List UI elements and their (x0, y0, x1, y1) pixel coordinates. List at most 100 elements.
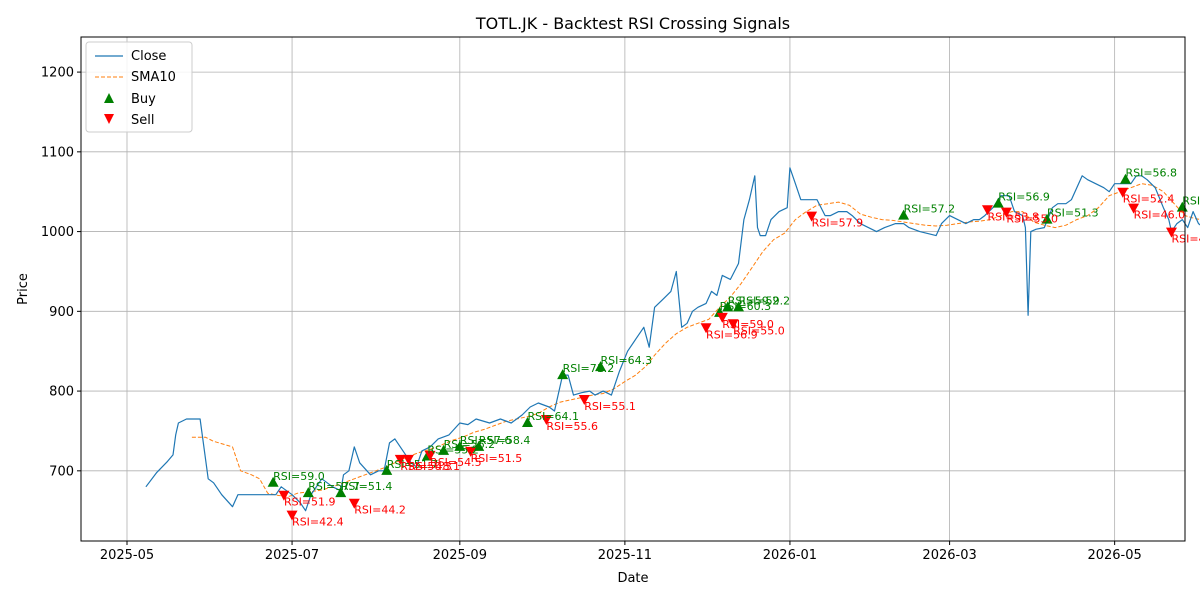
sell-annotation: RSI=51.5 (471, 452, 523, 465)
sell-annotation: RSI=44.2 (354, 504, 406, 517)
y-tick-label: 1100 (41, 145, 74, 160)
sell-annotation: RSI=51.9 (284, 496, 336, 509)
buy-annotation: RSI=59.0 (273, 470, 325, 483)
legend-box (85, 41, 193, 133)
buy-marker (381, 464, 393, 475)
buy-annotation: RSI=51.3 (1047, 207, 1099, 220)
y-tick-label: 900 (49, 305, 74, 320)
buy-annotation: RSI=57.2 (904, 203, 956, 216)
close-series (145, 167, 1200, 512)
x-tick-label: 2026-05 (1087, 548, 1141, 563)
buy-annotation: RSI=51.4 (341, 480, 393, 493)
x-tick-label: 2026-03 (922, 548, 976, 563)
sell-annotation: RSI=56.9 (706, 328, 758, 341)
buy-marker (992, 197, 1004, 208)
sell-annotation: RSI=42.4 (292, 516, 344, 529)
sell-marker (394, 454, 406, 465)
sell-marker (1117, 187, 1129, 198)
buy-marker (473, 440, 485, 451)
sell-marker (578, 395, 590, 406)
buy-annotation: RSI=57.7 (308, 480, 360, 493)
buy-annotation: RSI=55.2 (427, 443, 479, 456)
sell-annotation: RSI=46.0 (1134, 209, 1186, 222)
buy-marker (335, 487, 347, 498)
sell-marker (278, 490, 290, 501)
sell-annotation: RSI=55.0 (1006, 213, 1058, 226)
sell-marker (348, 498, 360, 509)
legend-sma10-label: SMA10 (131, 70, 176, 85)
sell-marker (716, 312, 728, 323)
close-line (145, 167, 1200, 512)
sell-annotation: RSI=53.8 (987, 210, 1039, 223)
sell-annotation: RSI=59.0 (722, 318, 774, 331)
legend-buy-swatch (104, 93, 114, 103)
x-axis-ticks: 2025-05 2025-07 2025-09 2025-11 2026-01 2026-… (100, 541, 1142, 563)
sell-marker (1000, 207, 1012, 218)
buy-marker (521, 416, 533, 427)
signal-markers (267, 173, 1188, 521)
x-axis-label: Date (617, 571, 648, 586)
sell-annotation: RSI=50.3 (400, 460, 452, 473)
sell-marker (286, 510, 298, 521)
buy-marker (438, 444, 450, 455)
buy-marker (722, 301, 734, 312)
sma10-line (191, 183, 1200, 497)
legend: Close SMA10 Buy Sell (85, 41, 193, 133)
buy-annotation: RSI=64.3 (601, 354, 653, 367)
sell-marker (465, 446, 477, 457)
legend-sell-label: Sell (131, 113, 154, 128)
plot-frame (80, 36, 1186, 542)
sell-marker (700, 323, 712, 334)
sell-marker (1165, 227, 1177, 238)
y-axis-label: Price (16, 273, 31, 305)
sell-annotation: RSI=54.5 (430, 456, 482, 469)
x-tick-label: 2025-11 (598, 548, 652, 563)
y-tick-label: 1200 (41, 66, 74, 81)
buy-marker (557, 369, 569, 380)
buy-annotation: RSI=60.3 (720, 300, 772, 313)
buy-marker (302, 487, 314, 498)
sell-marker (424, 450, 436, 461)
buy-annotation: RSI=56.9 (998, 191, 1050, 204)
buy-marker (595, 361, 607, 372)
x-tick-label: 2025-05 (100, 548, 154, 563)
buy-annotation: RSI=59.2 (739, 294, 791, 307)
sell-annotation: RSI=52.4 (1123, 193, 1175, 206)
buy-marker (1119, 173, 1131, 184)
sell-marker (1128, 203, 1140, 214)
sell-marker (981, 205, 993, 216)
y-tick-label: 700 (49, 464, 74, 479)
legend-sell-swatch (104, 114, 114, 124)
grid-lines (81, 37, 1185, 541)
legend-close-label: Close (131, 49, 166, 64)
sell-annotation: RSI=55.6 (546, 420, 598, 433)
chart-title: TOTL.JK - Backtest RSI Crossing Signals (475, 14, 790, 33)
buy-marker (733, 301, 745, 312)
buy-marker (898, 209, 910, 220)
x-tick-label: 2025-07 (265, 548, 319, 563)
y-axis-ticks: 700 800 900 1000 1100 1200 (41, 66, 81, 479)
sell-marker (540, 414, 552, 425)
buy-annotation: RSI=57.6 (460, 434, 512, 447)
sell-annotation: RSI=41.8 (1171, 233, 1200, 246)
buy-annotation: RSI=56.2 (444, 438, 496, 451)
buy-annotation: RSI=51.7 (387, 458, 439, 471)
buy-annotation: RSI=48.9 (1182, 195, 1200, 208)
legend-buy-label: Buy (131, 92, 156, 107)
sell-marker (727, 319, 739, 330)
sell-annotation: RSI=55.1 (584, 400, 636, 413)
sell-marker (402, 454, 414, 465)
sma10-series (191, 183, 1200, 497)
sell-annotation: RSI=48.1 (408, 460, 460, 473)
buy-annotation: RSI=58.4 (479, 434, 531, 447)
sell-annotation: RSI=57.9 (812, 217, 864, 230)
signal-annotations: RSI=59.0RSI=57.7RSI=51.4RSI=51.7RSI=55.2… (273, 167, 1200, 529)
buy-annotation: RSI=71.2 (563, 362, 615, 375)
buy-annotation: RSI=64.1 (527, 410, 579, 423)
sell-marker (806, 211, 818, 222)
buy-annotation: RSI=56.8 (1125, 167, 1177, 180)
buy-marker (1041, 213, 1053, 224)
y-tick-label: 1000 (41, 225, 74, 240)
